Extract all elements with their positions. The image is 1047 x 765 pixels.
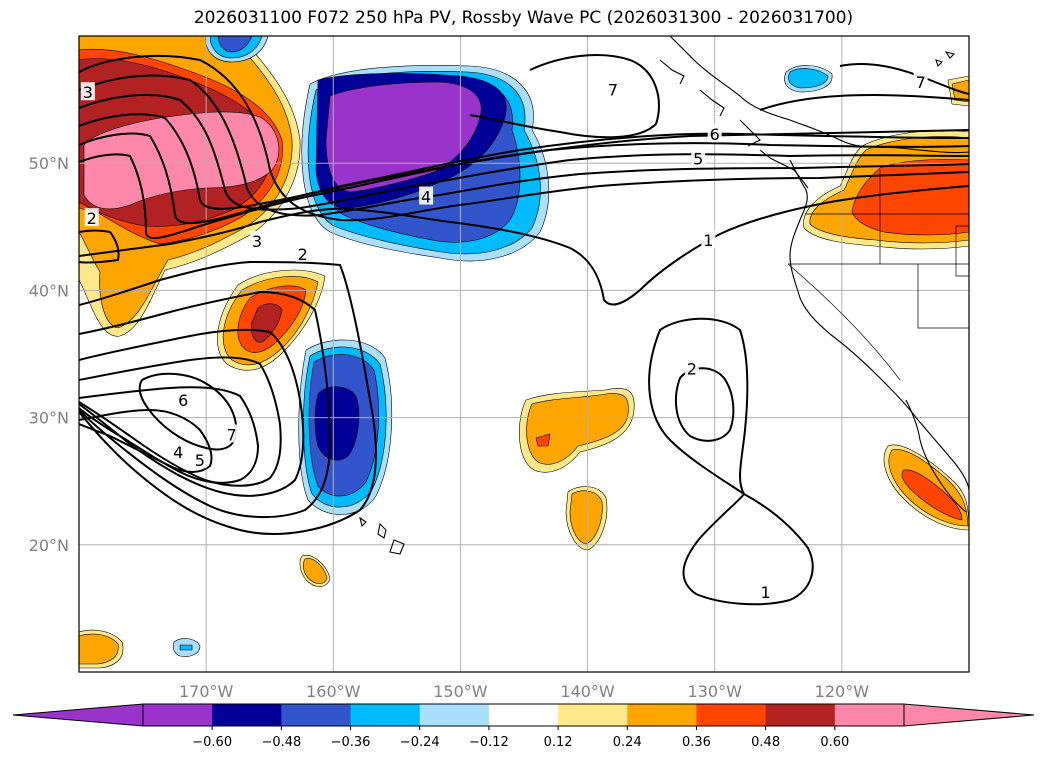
colorbar: −0.60 −0.48 −0.36 −0.24 −0.12 0.12 0.24 0.36 0.4… bbox=[12, 703, 1035, 750]
latitude-labels: 50°N 40°N 30°N 20°N bbox=[29, 154, 69, 555]
contour-label: 2 bbox=[84, 208, 99, 228]
pv-fill-small-features bbox=[79, 65, 833, 669]
longitude-labels: 170°W 160°W 150°W 140°W 130°W 120°W bbox=[179, 682, 869, 701]
contour-label: 2 bbox=[684, 358, 699, 378]
svg-text:6: 6 bbox=[710, 125, 720, 144]
map-frame bbox=[78, 35, 970, 673]
colorbar-tick-label: −0.24 bbox=[400, 735, 440, 750]
colorbar-swatch bbox=[281, 704, 352, 726]
colorbar-tick-label: 0.12 bbox=[544, 735, 573, 750]
colorbar-tick-label: −0.60 bbox=[192, 735, 232, 750]
colorbar-over-arrow bbox=[903, 703, 1035, 727]
colorbar-tick-label: 0.48 bbox=[751, 735, 780, 750]
contour-label: 6 bbox=[176, 390, 191, 410]
contour-label: 3 bbox=[250, 231, 264, 251]
lat-tick-label: 30°N bbox=[29, 409, 69, 428]
lat-tick-label: 40°N bbox=[29, 281, 69, 300]
svg-text:5: 5 bbox=[693, 149, 703, 168]
colorbar-swatch bbox=[212, 704, 282, 726]
contour-label: 1 bbox=[758, 582, 773, 602]
svg-text:2: 2 bbox=[87, 209, 97, 228]
contour-label: 4 bbox=[419, 186, 434, 207]
svg-text:4: 4 bbox=[421, 188, 431, 207]
colorbar-tick-label: 0.36 bbox=[682, 735, 711, 750]
svg-text:1: 1 bbox=[760, 583, 770, 602]
colorbar-tick-label: 0.60 bbox=[820, 735, 849, 750]
lat-tick-label: 20°N bbox=[29, 536, 69, 555]
gridlines bbox=[79, 36, 969, 672]
contour-label: 1 bbox=[701, 229, 716, 250]
colorbar-swatch bbox=[765, 704, 836, 726]
lon-tick-label: 160°W bbox=[306, 682, 361, 701]
svg-text:2: 2 bbox=[687, 359, 697, 378]
lon-tick-label: 170°W bbox=[179, 682, 234, 701]
svg-text:7: 7 bbox=[916, 73, 926, 92]
colorbar-swatch bbox=[350, 704, 421, 726]
pv-fill-east-pacific-positive bbox=[519, 388, 635, 551]
lon-tick-label: 140°W bbox=[560, 682, 615, 701]
map-title: 2026031100 F072 250 hPa PV, Rossby Wave … bbox=[193, 8, 854, 28]
lon-tick-label: 150°W bbox=[433, 682, 488, 701]
svg-text:6: 6 bbox=[178, 391, 188, 410]
lon-tick-label: 130°W bbox=[688, 682, 743, 701]
colorbar-tick-label: −0.48 bbox=[261, 735, 301, 750]
svg-text:3: 3 bbox=[252, 232, 262, 251]
contour-label: 7 bbox=[224, 424, 239, 444]
pv-fill-north-pacific-top-negative bbox=[205, 36, 269, 63]
colorbar-swatch bbox=[143, 704, 213, 726]
lat-tick-label: 50°N bbox=[29, 154, 69, 173]
colorbar-outline bbox=[142, 703, 905, 727]
colorbar-swatch bbox=[558, 704, 628, 726]
contour-label: 6 bbox=[707, 124, 722, 144]
contour-label: 5 bbox=[192, 449, 207, 470]
colorbar-tick-label: −0.12 bbox=[469, 735, 509, 750]
colorbar-swatch bbox=[419, 704, 490, 726]
lon-tick-label: 120°W bbox=[815, 682, 870, 701]
colorbar-under-arrow bbox=[12, 703, 144, 727]
colorbar-swatch bbox=[696, 704, 767, 726]
svg-text:4: 4 bbox=[173, 443, 183, 462]
svg-text:7: 7 bbox=[608, 81, 618, 100]
contour-label: 7 bbox=[913, 72, 928, 92]
contour-label: 3 bbox=[80, 82, 95, 102]
colorbar-swatch bbox=[834, 704, 905, 726]
pv-fill-subtropical-negative bbox=[298, 339, 393, 515]
svg-text:3: 3 bbox=[83, 83, 93, 102]
contour-label: 5 bbox=[691, 148, 706, 168]
svg-text:5: 5 bbox=[195, 451, 205, 470]
colorbar-tick-label: −0.36 bbox=[331, 735, 371, 750]
coastlines bbox=[359, 36, 969, 555]
colorbar-tick-label: 0.24 bbox=[613, 735, 642, 750]
state-borders bbox=[787, 170, 969, 381]
svg-text:7: 7 bbox=[226, 425, 236, 444]
colorbar-swatch bbox=[488, 704, 559, 726]
contour-label: 7 bbox=[606, 79, 620, 100]
svg-text:2: 2 bbox=[298, 245, 308, 264]
contour-label: 4 bbox=[171, 442, 186, 462]
contour-label: 2 bbox=[295, 243, 310, 264]
colorbar-swatch bbox=[627, 704, 697, 726]
svg-text:1: 1 bbox=[703, 231, 713, 250]
